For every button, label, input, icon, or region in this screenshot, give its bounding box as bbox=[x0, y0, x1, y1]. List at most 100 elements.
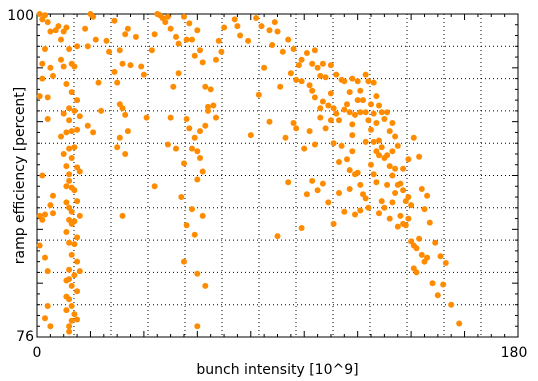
data-point bbox=[381, 116, 388, 122]
data-point bbox=[66, 171, 73, 178]
data-point bbox=[138, 63, 145, 70]
data-point bbox=[205, 107, 211, 114]
data-point bbox=[357, 207, 364, 214]
data-point bbox=[362, 138, 369, 145]
data-point bbox=[290, 120, 297, 126]
data-point bbox=[295, 62, 302, 69]
data-point bbox=[66, 46, 73, 52]
data-point bbox=[186, 20, 193, 27]
data-point bbox=[327, 117, 334, 124]
data-point bbox=[421, 206, 428, 213]
data-point bbox=[357, 109, 364, 116]
data-points bbox=[36, 11, 463, 335]
data-point bbox=[432, 239, 439, 246]
data-point bbox=[327, 90, 334, 97]
data-point bbox=[66, 276, 73, 283]
data-point bbox=[199, 212, 206, 219]
data-point bbox=[95, 79, 102, 86]
data-point bbox=[74, 288, 81, 295]
data-point bbox=[42, 12, 48, 19]
data-point bbox=[370, 110, 377, 117]
data-point bbox=[456, 320, 463, 327]
data-point bbox=[164, 13, 171, 20]
data-point bbox=[194, 27, 201, 34]
data-point bbox=[418, 251, 425, 258]
data-point bbox=[322, 74, 329, 81]
data-point bbox=[370, 79, 377, 86]
data-point bbox=[66, 323, 73, 330]
data-point bbox=[336, 117, 342, 124]
data-point bbox=[194, 148, 201, 155]
data-point bbox=[50, 72, 56, 79]
data-point bbox=[440, 281, 447, 288]
data-point bbox=[309, 60, 316, 67]
data-point bbox=[90, 129, 97, 136]
data-point bbox=[116, 134, 123, 141]
data-point bbox=[392, 165, 399, 172]
data-point bbox=[426, 219, 433, 226]
data-point bbox=[47, 64, 54, 71]
data-point bbox=[68, 89, 75, 96]
data-point bbox=[397, 180, 404, 187]
data-point bbox=[341, 78, 348, 85]
data-point bbox=[98, 107, 105, 114]
data-point bbox=[381, 204, 388, 211]
data-point bbox=[63, 199, 70, 206]
data-point bbox=[124, 128, 131, 135]
data-point bbox=[389, 120, 396, 126]
data-point bbox=[424, 254, 431, 261]
data-point bbox=[333, 110, 340, 117]
data-point bbox=[119, 105, 126, 112]
data-point bbox=[202, 282, 209, 289]
data-point bbox=[60, 151, 67, 157]
data-point bbox=[36, 11, 43, 17]
data-point bbox=[111, 68, 118, 75]
data-point bbox=[352, 211, 358, 218]
data-point bbox=[63, 163, 70, 170]
data-point bbox=[68, 251, 75, 258]
data-point bbox=[191, 52, 198, 59]
data-point bbox=[306, 128, 313, 135]
data-point bbox=[71, 107, 78, 114]
data-point bbox=[111, 17, 118, 24]
data-point bbox=[344, 156, 350, 163]
data-point bbox=[103, 37, 110, 44]
data-point bbox=[413, 269, 420, 276]
data-point bbox=[44, 268, 51, 275]
data-point bbox=[386, 163, 393, 170]
data-point bbox=[151, 183, 158, 190]
data-point bbox=[66, 117, 73, 124]
data-point bbox=[408, 202, 415, 209]
data-point bbox=[71, 63, 78, 70]
data-point bbox=[365, 117, 372, 124]
data-point bbox=[106, 48, 113, 55]
data-point bbox=[167, 25, 174, 32]
data-point bbox=[234, 23, 241, 30]
data-point bbox=[90, 13, 97, 20]
data-point bbox=[362, 195, 369, 202]
data-point bbox=[122, 31, 129, 38]
data-point bbox=[285, 179, 292, 186]
data-point bbox=[317, 72, 324, 79]
data-point bbox=[271, 19, 278, 26]
data-point bbox=[400, 187, 407, 194]
data-point bbox=[215, 37, 222, 44]
data-point bbox=[191, 134, 198, 141]
data-point bbox=[429, 280, 436, 287]
data-point bbox=[400, 165, 407, 172]
data-point bbox=[448, 301, 455, 308]
data-point bbox=[413, 245, 420, 252]
data-point bbox=[189, 206, 195, 213]
data-point bbox=[330, 220, 337, 227]
data-point bbox=[84, 43, 91, 50]
data-point bbox=[71, 272, 78, 279]
data-point bbox=[362, 109, 369, 116]
data-point bbox=[202, 122, 209, 129]
data-point bbox=[124, 25, 131, 32]
data-point bbox=[357, 87, 364, 94]
data-point bbox=[303, 50, 310, 56]
data-point bbox=[378, 109, 385, 116]
data-point bbox=[58, 36, 64, 43]
data-point bbox=[330, 105, 337, 112]
data-point bbox=[341, 106, 348, 113]
